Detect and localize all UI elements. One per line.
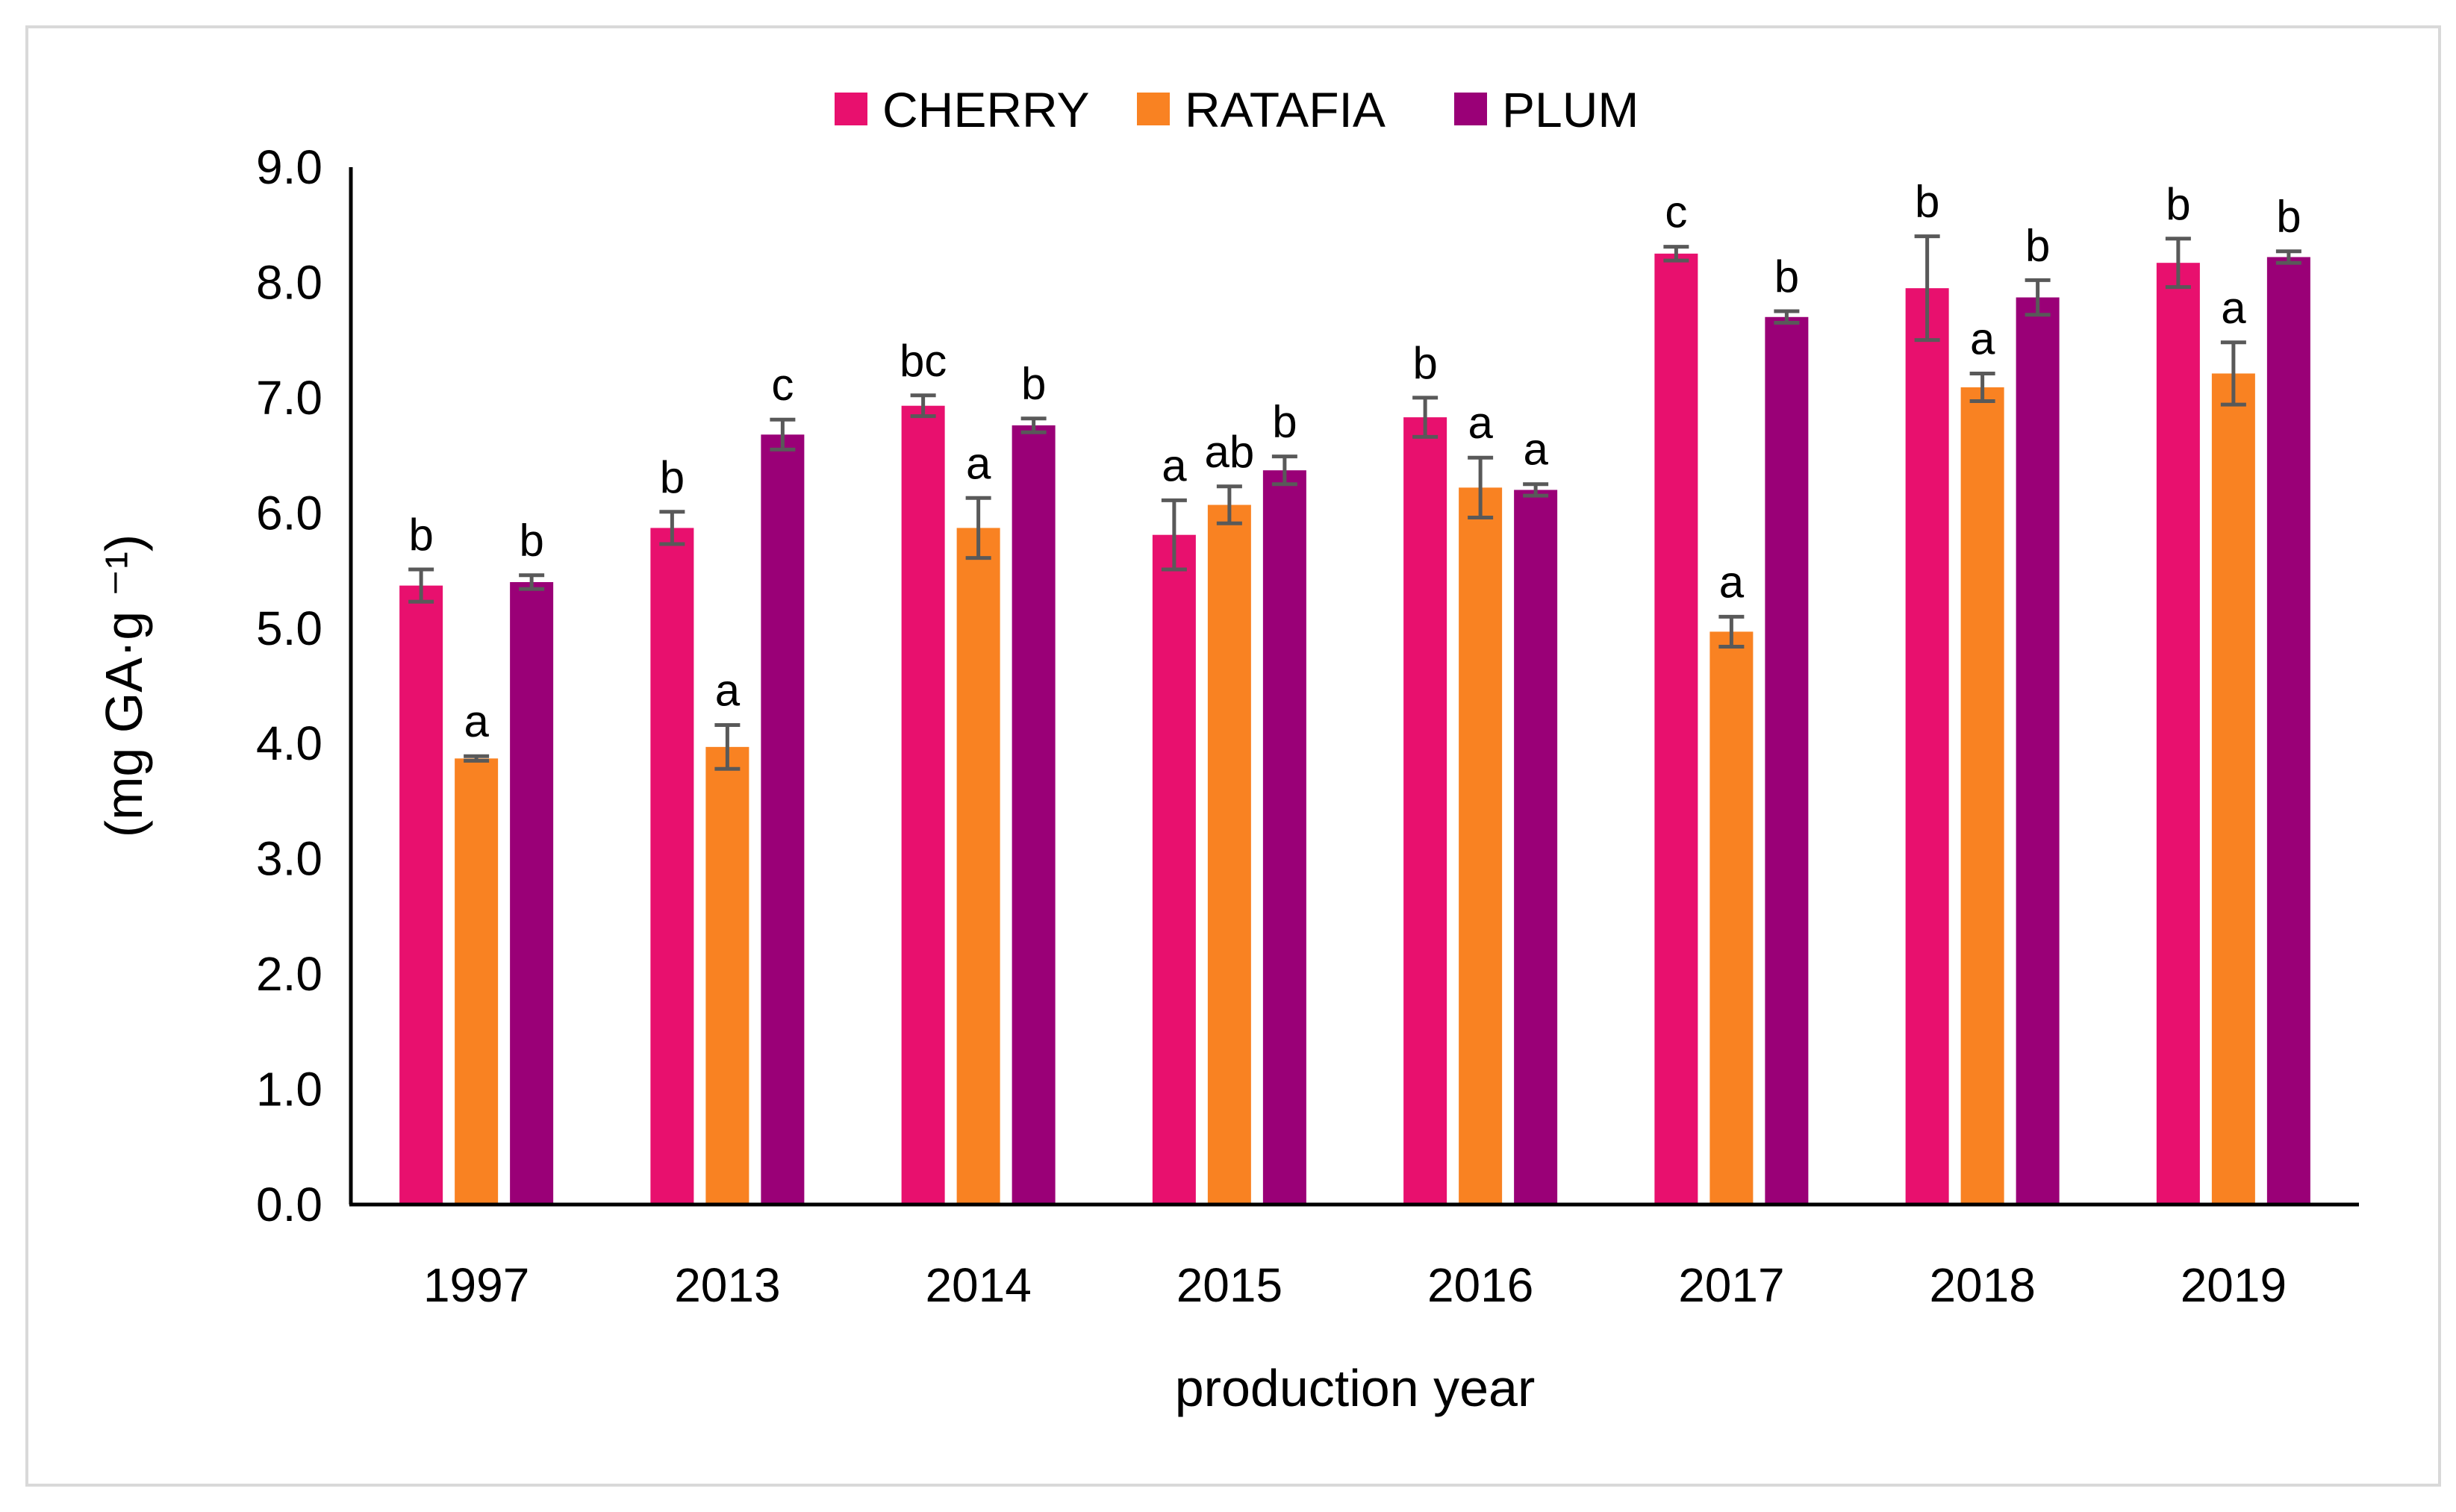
x-tick-label: 2017 — [1678, 1258, 1784, 1312]
legend: CHERRY RATAFIA PLUM — [835, 82, 1639, 137]
significance-label: b — [1412, 338, 1437, 388]
significance-label: b — [2025, 220, 2050, 270]
bar-plum — [761, 434, 805, 1205]
significance-label: b — [1272, 397, 1297, 447]
bar-plum — [1514, 490, 1558, 1205]
x-tick-label: 2013 — [674, 1258, 780, 1312]
bar-cherry — [650, 528, 694, 1205]
y-tick-label: 2.0 — [256, 947, 322, 1001]
bar-ratafia — [956, 528, 1000, 1205]
bar-cherry — [1403, 417, 1447, 1205]
legend-label: CHERRY — [882, 82, 1090, 137]
bar-group-2017: c a b — [1654, 187, 1809, 1205]
y-tick-label: 0.0 — [256, 1178, 322, 1231]
x-tick-label: 2018 — [1929, 1258, 2035, 1312]
significance-label: a — [1719, 557, 1745, 607]
bar-ratafia — [2211, 373, 2255, 1205]
significance-label: a — [966, 438, 991, 488]
significance-label: a — [1162, 440, 1187, 490]
y-tick-label: 5.0 — [256, 602, 322, 655]
significance-label: b — [519, 516, 543, 566]
y-tick-label: 4.0 — [256, 716, 322, 770]
significance-label: b — [1021, 359, 1046, 409]
bar-plum — [2266, 257, 2310, 1205]
bar-cherry — [2156, 263, 2200, 1205]
x-axis: 1997 2013 2014 2015 2016 2017 2018 2019 — [349, 1202, 2359, 1312]
x-tick-label: 2014 — [925, 1258, 1031, 1312]
significance-label: b — [2276, 192, 2301, 242]
x-tick-label: 2015 — [1176, 1258, 1282, 1312]
bar-cherry — [901, 405, 945, 1205]
bar-cherry — [1905, 288, 1949, 1205]
bar-group-2015: a abb — [1152, 397, 1306, 1205]
bar-ratafia — [1709, 631, 1754, 1205]
significance-label: b — [1915, 177, 1939, 227]
bar-ratafia — [1960, 387, 2004, 1205]
significance-label: b — [408, 510, 433, 560]
bar-group-2019: bab — [2156, 179, 2310, 1205]
legend-swatch — [835, 93, 867, 125]
legend-item-cherry: CHERRY — [835, 82, 1090, 137]
significance-label: a — [1468, 398, 1493, 448]
y-axis: 0.0 1.0 2.0 3.0 4.0 5.0 6.0 7.0 8.0 9.0 — [256, 140, 353, 1231]
significance-label: a — [715, 666, 741, 716]
significance-label: c — [771, 360, 794, 410]
bar-group-1997: b a b — [399, 510, 554, 1205]
bar-cherry — [1654, 253, 1698, 1205]
bar-group-2018: bab — [1905, 177, 2060, 1205]
y-tick-label: 6.0 — [256, 486, 322, 540]
significance-label: a — [1970, 313, 1995, 363]
significance-label: bc — [900, 336, 947, 386]
significance-label: a — [1523, 425, 1548, 475]
significance-label: a — [464, 696, 489, 746]
x-tick-label: 2019 — [2181, 1258, 2287, 1312]
legend-swatch — [1137, 93, 1170, 125]
bar-group-2014: bc ab — [900, 336, 1056, 1205]
significance-label: a — [2221, 283, 2246, 333]
significance-label: b — [660, 452, 685, 502]
bar-plum — [510, 582, 554, 1205]
x-tick-label: 2016 — [1427, 1258, 1533, 1312]
bar-group-2016: baa — [1403, 338, 1558, 1205]
bar-cherry — [1152, 534, 1196, 1205]
legend-item-plum: PLUM — [1454, 82, 1639, 137]
bar-cherry — [399, 585, 443, 1205]
legend-label: PLUM — [1502, 82, 1639, 137]
bar-ratafia — [455, 758, 499, 1205]
bar-ratafia — [705, 746, 749, 1205]
y-tick-label: 8.0 — [256, 255, 322, 309]
bar-plum — [2016, 297, 2060, 1205]
bar-plum — [1262, 470, 1306, 1205]
legend-label: RATAFIA — [1185, 82, 1386, 137]
y-tick-label: 9.0 — [256, 140, 322, 194]
significance-label: c — [1665, 187, 1687, 237]
bar-ratafia — [1459, 487, 1503, 1205]
y-tick-label: 3.0 — [256, 832, 322, 886]
y-tick-label: 7.0 — [256, 371, 322, 425]
x-axis-title: production year — [1175, 1359, 1536, 1417]
bar-plum — [1012, 425, 1056, 1205]
legend-swatch — [1454, 93, 1487, 125]
bar-plum — [1765, 316, 1809, 1205]
bar-group-2013: b a c — [650, 360, 805, 1205]
significance-label: ab — [1205, 427, 1255, 477]
legend-item-ratafia: RATAFIA — [1137, 82, 1386, 137]
x-tick-label: 1997 — [423, 1258, 529, 1312]
bar-ratafia — [1207, 504, 1251, 1205]
y-axis-title: (mg GA·g ⁻¹) — [95, 534, 153, 837]
significance-label: b — [2166, 179, 2190, 229]
significance-label: b — [1774, 252, 1799, 302]
y-tick-label: 1.0 — [256, 1063, 322, 1116]
